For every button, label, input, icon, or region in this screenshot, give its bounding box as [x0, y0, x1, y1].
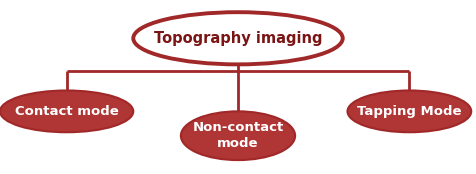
Ellipse shape: [347, 90, 471, 132]
Ellipse shape: [133, 12, 343, 64]
Text: Topography imaging: Topography imaging: [154, 31, 322, 46]
Text: Non-contact
mode: Non-contact mode: [192, 121, 284, 150]
Ellipse shape: [0, 90, 133, 132]
Text: Tapping Mode: Tapping Mode: [357, 105, 462, 118]
Ellipse shape: [181, 111, 295, 160]
Text: Contact mode: Contact mode: [15, 105, 119, 118]
